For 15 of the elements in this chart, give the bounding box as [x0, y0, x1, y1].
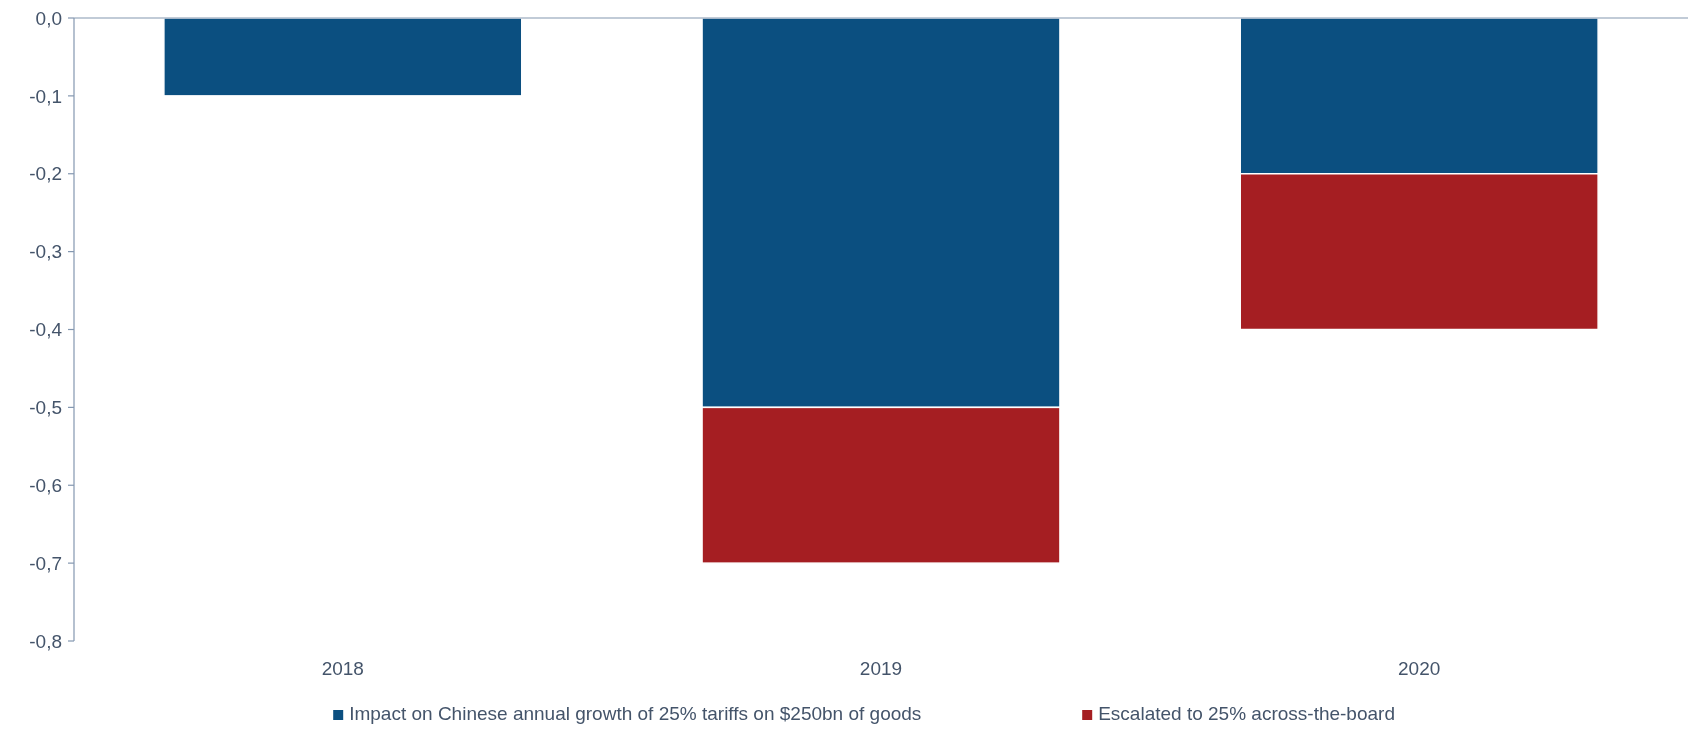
bar [163, 17, 523, 97]
legend-label: Impact on Chinese annual growth of 25% tariffs on $250bn of goods [349, 703, 922, 724]
legend-label: Escalated to 25% across-the-board [1098, 703, 1395, 724]
x-tick-label: 2020 [1398, 658, 1441, 679]
y-tick-label: -0,2 [29, 163, 62, 185]
y-tick-label: -0,5 [29, 397, 62, 419]
y-tick-label: -0,3 [29, 241, 62, 263]
y-tick-label: 0,0 [35, 7, 62, 29]
y-tick-label: -0,6 [29, 474, 62, 496]
y-tick-label: -0,4 [29, 319, 63, 341]
y-tick-label: -0,7 [29, 552, 62, 574]
y-tick-label: -0,8 [29, 630, 62, 652]
x-tick-label: 2019 [859, 658, 903, 679]
x-tick-label: 2018 [321, 658, 364, 679]
y-tick-label: -0,1 [29, 85, 62, 107]
